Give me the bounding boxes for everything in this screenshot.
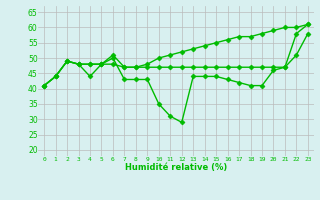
X-axis label: Humidité relative (%): Humidité relative (%) xyxy=(125,163,227,172)
